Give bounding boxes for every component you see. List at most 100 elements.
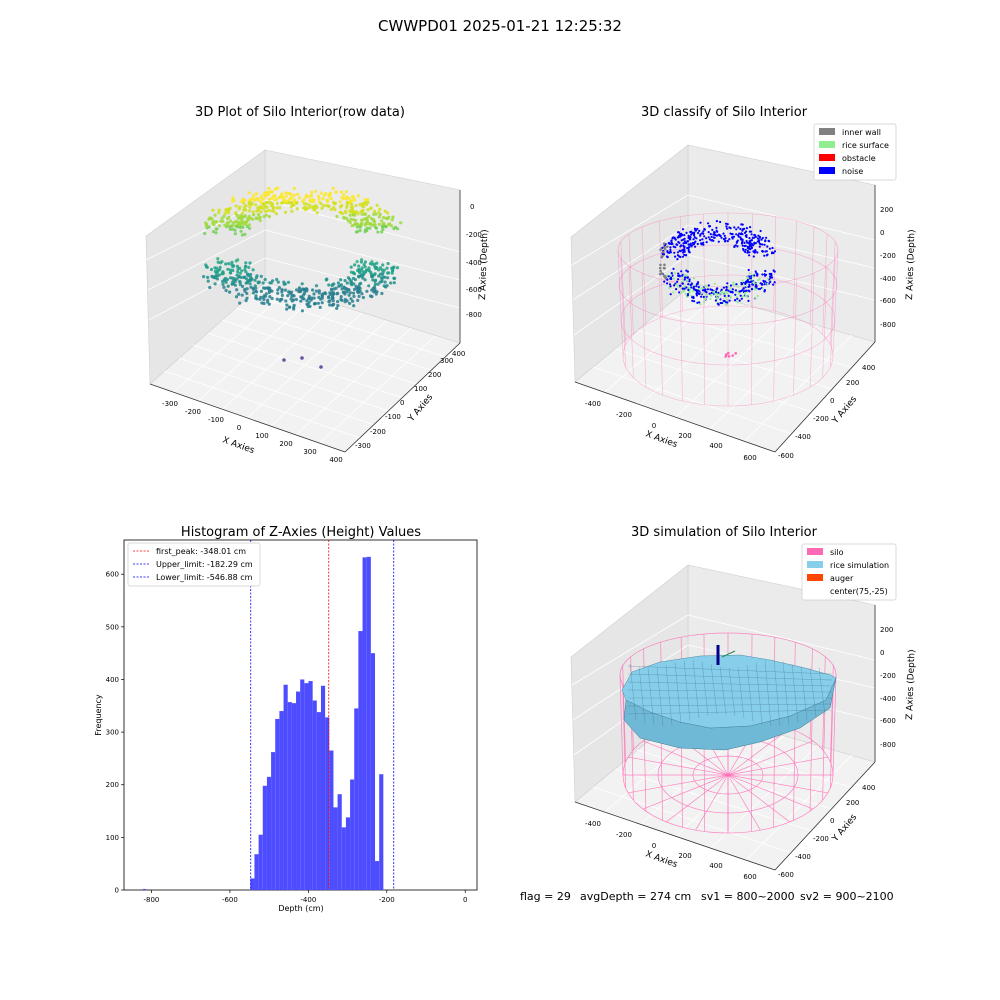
- classify3d-noise-point: [673, 251, 676, 254]
- raw3d-point: [387, 215, 391, 219]
- raw3d-point: [357, 274, 361, 278]
- classify3d-noise-point: [725, 227, 729, 230]
- raw3d-y-label: Y Axies: [406, 392, 435, 424]
- legend-swatch-obstacle: [819, 154, 835, 161]
- classify3d-grid-line: [573, 254, 689, 336]
- raw3d-point: [352, 304, 356, 308]
- raw3d-point: [363, 198, 367, 202]
- raw3d-point: [336, 291, 340, 295]
- raw3d-point: [299, 299, 303, 303]
- classify3d-noise-point: [689, 283, 692, 287]
- sim3d-mesh-line: [818, 667, 826, 715]
- classify3d-rice-point: [755, 288, 758, 291]
- classify3d-noise-point: [763, 283, 766, 286]
- classify3d-rice-point: [679, 291, 683, 294]
- raw3d-point: [374, 226, 378, 230]
- raw3d-point: [340, 298, 344, 302]
- raw3d-grid-line: [192, 344, 389, 412]
- raw3d-point: [262, 207, 266, 211]
- classify3d-rice-point: [684, 274, 687, 277]
- classify3d-noise-point: [695, 294, 699, 297]
- raw3d-point: [361, 295, 365, 300]
- classify3d-noise-point: [763, 280, 766, 283]
- raw3d-point: [290, 201, 294, 205]
- classify3d-noise-point: [692, 238, 695, 241]
- classify3d-noise-point: [745, 235, 748, 239]
- raw3d-point: [338, 205, 343, 209]
- classify3d-noise-point: [719, 298, 722, 301]
- raw3d-point: [335, 306, 339, 310]
- classify3d-silo-wireframe: [617, 212, 839, 407]
- legend-swatch-rice-simulation: [807, 561, 823, 568]
- raw3d-point: [396, 227, 400, 231]
- raw3d-point: [353, 213, 357, 217]
- raw3d-point: [370, 295, 374, 299]
- raw3d-point: [381, 263, 385, 267]
- classify3d-noise-point: [759, 287, 762, 290]
- raw3d-y-tick: -300: [355, 442, 371, 450]
- raw3d-point: [331, 302, 336, 306]
- raw3d-point: [368, 226, 372, 230]
- legend-label-rice-simulation: rice simulation: [830, 561, 889, 570]
- raw3d-grid-line: [147, 229, 266, 291]
- classify3d-x-tick: -400: [585, 400, 601, 408]
- classify3d-rice-point: [737, 285, 740, 288]
- raw3d-point: [383, 209, 387, 213]
- raw3d-point: [248, 209, 252, 213]
- raw3d-point: [292, 307, 296, 311]
- sim3d-silo-spoke: [727, 740, 814, 776]
- classify3d-rice-point: [729, 287, 732, 290]
- raw3d-point: [242, 205, 247, 209]
- classify3d-noise-point: [670, 277, 673, 281]
- classify3d-rice-point: [733, 283, 736, 287]
- raw3d-point: [247, 265, 251, 269]
- raw3d-point: [343, 300, 347, 304]
- raw3d-point: [361, 276, 365, 280]
- raw3d-point: [216, 257, 220, 261]
- classify3d-noise-point: [734, 293, 737, 296]
- raw3d-point: [380, 219, 384, 223]
- raw3d-point: [348, 291, 352, 295]
- classify3d-rice-point: [710, 294, 713, 297]
- raw3d-point: [216, 260, 220, 264]
- raw3d-point: [266, 286, 271, 290]
- raw3d-point: [314, 284, 319, 288]
- sim3d-silo-stave: [619, 674, 624, 776]
- raw3d-z-tick: -200: [466, 231, 482, 239]
- classify3d-x-tick: 200: [678, 432, 691, 440]
- raw3d-point: [349, 297, 353, 301]
- raw3d-point: [357, 268, 361, 272]
- raw3d-point: [244, 222, 248, 226]
- classify3d-noise-point: [695, 229, 698, 232]
- raw3d-point: [241, 225, 245, 229]
- raw3d-point: [235, 273, 239, 277]
- raw3d-point: [226, 284, 230, 288]
- raw3d-point: [366, 208, 370, 212]
- classify3d-wall-point: [658, 272, 662, 276]
- classify3d-noise-point: [704, 288, 707, 291]
- raw3d-point: [374, 267, 378, 271]
- raw3d-point: [377, 274, 381, 278]
- classify3d-noise-point: [667, 242, 670, 245]
- classify3d-noise-point: [699, 221, 702, 224]
- raw3d-point: [367, 266, 371, 270]
- sim3d-mesh-line: [719, 666, 727, 715]
- raw3d-point: [242, 198, 247, 202]
- classify3d-noise-point: [726, 223, 729, 226]
- classify3d-floor-point: [734, 352, 737, 355]
- raw3d-point: [225, 277, 229, 281]
- raw3d-y-tick: 100: [414, 385, 427, 393]
- classify3d-noise-point: [677, 272, 680, 275]
- classify3d-noise-point: [723, 234, 726, 237]
- raw3d-point: [348, 213, 352, 217]
- classify3d-noise-point: [694, 245, 697, 248]
- classify3d-noise-point: [677, 274, 680, 277]
- raw3d-point: [211, 221, 215, 225]
- classify3d-noise-point: [753, 236, 756, 239]
- raw3d-point: [261, 295, 265, 300]
- raw3d-point: [352, 218, 356, 222]
- raw3d-point: [289, 196, 293, 200]
- classify3d-panel: 3D classify of Silo Interior: [570, 105, 917, 462]
- raw3d-point-cloud: [202, 186, 403, 313]
- classify3d-noise-point: [748, 230, 752, 233]
